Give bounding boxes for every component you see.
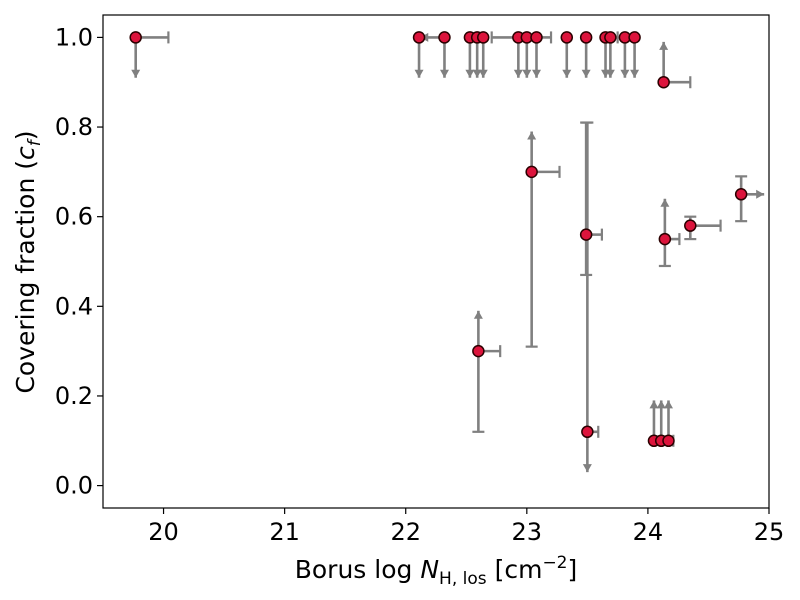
limit-arrow bbox=[522, 69, 532, 78]
y-axis-label-prefix: Covering fraction ( bbox=[11, 160, 40, 394]
data-point-marker bbox=[412, 31, 426, 44]
x-tick-label: 22 bbox=[390, 518, 421, 546]
limit-arrow bbox=[439, 69, 449, 78]
x-axis-label-symbol: N bbox=[420, 555, 439, 584]
y-tick-label: 0.8 bbox=[55, 113, 93, 141]
data-points bbox=[129, 31, 748, 448]
y-tick-label: 0.0 bbox=[55, 472, 93, 500]
data-point-marker bbox=[579, 228, 593, 241]
data-point-marker bbox=[438, 31, 451, 44]
data-point-marker bbox=[662, 434, 675, 448]
limit-arrow bbox=[756, 189, 765, 199]
data-point-marker bbox=[604, 31, 617, 44]
y-tick-label: 0.6 bbox=[55, 203, 93, 231]
x-axis-label-unit-open: [cm bbox=[487, 555, 543, 584]
limit-arrow bbox=[562, 69, 572, 78]
data-point-marker bbox=[658, 232, 672, 246]
x-tick-label: 23 bbox=[512, 518, 543, 546]
limit-arrow bbox=[472, 69, 482, 78]
data-point-marker bbox=[530, 31, 543, 44]
y-axis-label-subscript: f bbox=[25, 137, 45, 146]
x-axis-label-prefix: Borus log bbox=[295, 555, 421, 584]
data-point-marker bbox=[657, 75, 670, 89]
data-point-marker bbox=[476, 31, 490, 44]
limit-arrow bbox=[581, 69, 591, 78]
limit-arrow bbox=[620, 69, 630, 78]
x-tick-label: 21 bbox=[269, 518, 300, 546]
x-axis-label-superscript: −2 bbox=[542, 553, 567, 573]
data-point-marker bbox=[581, 425, 594, 439]
data-point-marker bbox=[472, 344, 485, 358]
data-point-marker bbox=[525, 165, 538, 179]
y-axis-label: Covering fraction (cf) bbox=[11, 130, 45, 393]
limit-arrow bbox=[527, 131, 537, 140]
limit-arrow bbox=[660, 198, 670, 207]
y-axis-label-suffix: ) bbox=[11, 130, 40, 140]
data-point-marker bbox=[129, 31, 142, 44]
error-bars bbox=[131, 31, 765, 473]
limit-arrow bbox=[473, 310, 483, 319]
x-tick-label: 25 bbox=[754, 518, 785, 546]
limit-arrow bbox=[659, 41, 669, 50]
plot-frame bbox=[102, 14, 770, 509]
limit-arrow bbox=[630, 69, 640, 78]
y-axis-label-symbol: c bbox=[11, 146, 40, 160]
x-tick-label: 20 bbox=[148, 518, 179, 546]
x-tick-label: 24 bbox=[633, 518, 664, 546]
limit-arrow bbox=[605, 69, 615, 78]
y-tick-label: 0.2 bbox=[55, 382, 93, 410]
data-point-marker bbox=[684, 219, 697, 232]
data-point-marker bbox=[734, 188, 748, 201]
y-tick-label: 0.4 bbox=[55, 292, 93, 320]
limit-arrow bbox=[663, 400, 673, 409]
data-point-marker bbox=[628, 31, 641, 44]
limit-arrow bbox=[131, 69, 141, 78]
data-point-marker bbox=[560, 31, 574, 44]
limit-arrow bbox=[649, 400, 659, 409]
y-tick-label: 1.0 bbox=[55, 23, 93, 51]
limit-arrow bbox=[414, 69, 424, 78]
x-axis-label: Borus log NH, los [cm−2] bbox=[295, 553, 578, 589]
limit-arrow bbox=[513, 69, 523, 78]
x-axis-label-unit-close: ] bbox=[568, 555, 578, 584]
x-axis-label-subscript: H, los bbox=[439, 569, 487, 589]
limit-arrow bbox=[532, 69, 542, 78]
limit-arrow bbox=[465, 69, 475, 78]
limit-arrow bbox=[656, 400, 666, 409]
limit-arrow bbox=[582, 464, 592, 473]
axis-ticks: 20 21 22 23 24 25 0.0 0.2 0.4 0.6 0.8 1.0 bbox=[55, 23, 784, 546]
limit-arrow bbox=[478, 69, 488, 78]
data-point-marker bbox=[579, 31, 593, 44]
